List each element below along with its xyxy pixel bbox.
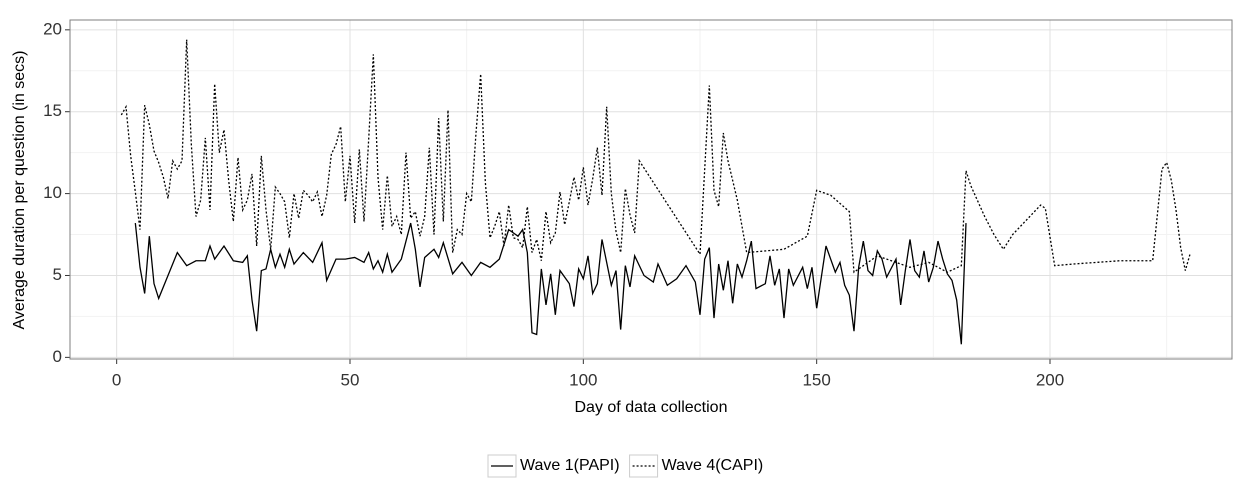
- y-tick-label: 0: [53, 347, 62, 366]
- plot-border: [69, 19, 1233, 360]
- x-tick-label: 150: [802, 370, 830, 389]
- legend-key: [629, 454, 659, 478]
- x-axis-title: Day of data collection: [575, 399, 728, 416]
- series-line: [120, 39, 1191, 274]
- legend-label: Wave 4(CAPI): [662, 457, 764, 474]
- y-axis-title: Average duration per question (in secs): [11, 51, 28, 330]
- legend-label: Wave 1(PAPI): [520, 457, 620, 474]
- x-tick-label: 50: [341, 370, 360, 389]
- x-tick-label: 200: [1036, 370, 1064, 389]
- y-tick-label: 15: [43, 101, 62, 120]
- y-tick-label: 5: [53, 265, 62, 284]
- series-line: [134, 222, 967, 345]
- y-tick-label: 10: [43, 183, 62, 202]
- y-tick-label: 20: [43, 19, 62, 38]
- x-tick-label: 0: [112, 370, 121, 389]
- legend: Wave 1(PAPI) Wave 4(CAPI): [487, 454, 764, 478]
- x-tick-label: 100: [569, 370, 597, 389]
